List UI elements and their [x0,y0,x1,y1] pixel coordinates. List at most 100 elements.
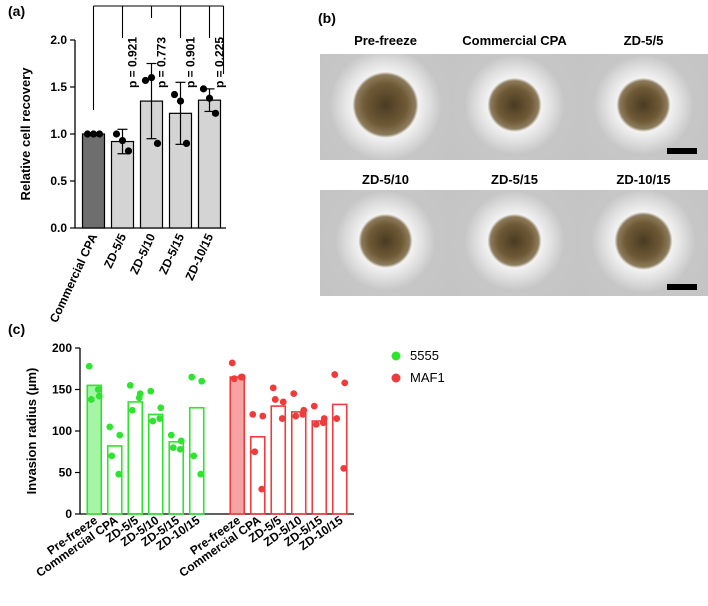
spheroid-image [320,190,451,296]
data-point-a [182,139,191,147]
y-tick-label-c: 100 [52,424,72,438]
data-point-a [153,139,162,147]
data-point-c [156,415,164,422]
data-point-c [169,444,177,451]
data-point-c [115,470,123,478]
y-tick-label-a: 0.0 [50,221,67,235]
data-point-a [83,130,92,138]
data-point-c [310,402,318,410]
spheroid-label: Commercial CPA [462,33,567,48]
data-point-c [116,431,124,439]
data-point-c [228,359,236,367]
data-point-c [341,379,349,387]
data-point-a [170,90,179,99]
data-point-c [197,470,205,478]
data-point-c [251,448,259,456]
data-point-c [135,394,143,402]
data-point-c [126,381,134,389]
data-point-c [331,371,339,378]
x-tick-label-a: ZD-5/10 [127,231,158,276]
p-value-label: p = 0.901 [184,37,198,88]
bar-c [249,436,266,515]
bar-c [188,406,205,515]
y-tick-label-a: 1.0 [50,127,67,141]
y-axis-title-c: Invasion radius (µm) [24,368,39,495]
x-tick-label-a: ZD-5/5 [101,231,129,270]
data-point-a [95,130,104,138]
spheroid-image [449,190,580,296]
spheroid-label: ZD-5/5 [623,33,664,48]
legend-label: 5555 [410,348,439,363]
spheroid-image [320,54,451,160]
y-tick-label-c: 50 [59,466,73,480]
data-point-c [258,485,266,493]
p-value-label: p = 0.773 [155,37,169,88]
data-point-c [167,431,175,439]
data-point-c [333,415,341,422]
data-point-a [118,136,127,145]
y-tick-label-a: 1.5 [50,80,67,94]
bar-c [106,445,123,515]
data-point-c [292,412,300,420]
bar-c [127,401,144,515]
p-value-label: p = 0.921 [126,37,140,88]
data-point-c [278,415,286,422]
data-point-c [177,437,185,445]
bar-c [86,384,103,515]
scale-bar [667,148,697,154]
data-point-a [141,76,150,85]
y-tick-label-a: 0.5 [50,174,67,188]
data-point-c [108,452,116,460]
bar-c [229,376,246,515]
y-tick-label-c: 200 [52,341,72,355]
bar-c [311,420,328,515]
bar-c [270,405,287,515]
data-point-c [188,373,196,381]
p-value-label: p = 0.225 [213,37,227,88]
data-point-a [176,97,185,105]
legend-marker-maf1 [391,373,401,383]
y-axis-title-a: Relative cell recovery [18,67,33,201]
y-tick-label-c: 150 [52,383,72,397]
bar-c [331,403,348,515]
bar-c [168,440,185,515]
data-point-c [176,445,184,453]
data-point-c [340,464,348,472]
data-point-c [149,417,157,425]
x-tick-label-a: ZD-10/15 [182,231,216,283]
data-point-c [94,386,102,393]
bar-c [290,411,307,515]
bar-a [81,133,106,229]
data-point-a [147,74,156,82]
data-point-c [85,362,93,370]
x-tick-label-a: ZD-5/15 [156,231,187,276]
data-point-a [112,130,121,138]
spheroid-label: ZD-5/15 [491,172,538,187]
scale-bar [667,284,697,290]
data-point-c [106,423,114,431]
data-point-c [271,396,279,403]
data-point-c [269,384,277,392]
spheroid-label: Pre-freeze [354,33,417,48]
data-point-c [147,387,155,395]
data-point-c [128,406,136,414]
data-point-c [230,375,238,383]
data-point-c [290,390,298,398]
x-tick-label-a: Commercial CPA [47,231,101,325]
data-point-c [312,420,320,428]
spheroid-image [578,190,708,296]
panel-label-a: (a) [8,3,25,19]
bar-a [197,99,222,229]
data-point-a [89,130,98,138]
data-point-c [249,411,257,418]
spheroid-label: ZD-5/10 [362,172,409,187]
panel-label-c: (c) [8,321,25,337]
data-point-c [198,377,206,385]
spheroid-image [578,54,708,160]
y-tick-label-a: 2.0 [50,33,67,47]
data-point-c [190,452,198,460]
bar-c [147,413,164,515]
data-point-c [237,373,245,381]
data-point-c [157,404,165,412]
